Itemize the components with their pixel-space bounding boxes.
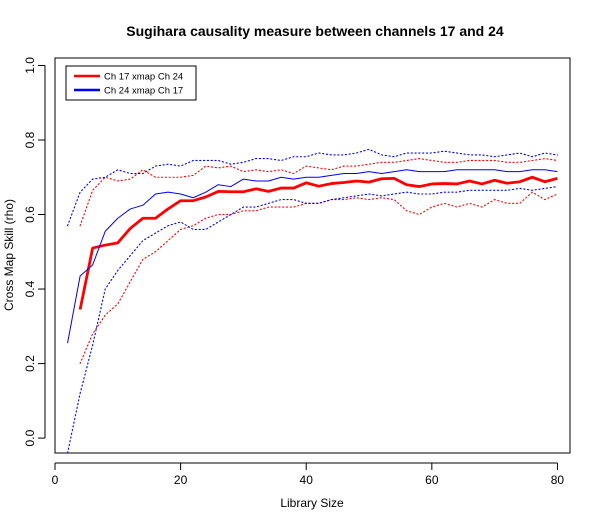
legend: Ch 17 xmap Ch 24 Ch 24 xmap Ch 17 <box>65 65 197 101</box>
y-tick-label: 0.0 <box>23 429 37 446</box>
y-tick-label: 0.8 <box>23 131 37 148</box>
x-axis-label: Library Size <box>280 496 344 510</box>
series-ch24 <box>67 148 558 453</box>
x-tick-label: 0 <box>52 473 59 487</box>
legend-label-ch24: Ch 24 xmap Ch 17 <box>104 86 183 97</box>
series-layer <box>67 148 558 453</box>
series-ch17 <box>78 158 558 365</box>
series-ch24-mean-line <box>67 169 558 344</box>
series-ch17-mean-line <box>78 175 558 310</box>
y-axis: 0.0 0.2 0.4 0.6 0.8 1.0 <box>23 57 46 446</box>
legend-box <box>65 65 197 101</box>
y-tick-label: 0.4 <box>23 280 37 297</box>
legend-label-ch17: Ch 17 xmap Ch 24 <box>104 72 183 83</box>
y-tick-label: 0.2 <box>23 355 37 372</box>
x-tick-label: 80 <box>551 473 565 487</box>
series-ch17-lower-bound <box>79 191 558 365</box>
series-ch24-upper-bound <box>67 148 558 227</box>
plot-frame <box>54 57 571 454</box>
x-tick-label: 60 <box>425 473 439 487</box>
x-tick-label: 20 <box>174 473 188 487</box>
series-ch17-upper-bound <box>79 158 558 227</box>
y-tick-label: 1.0 <box>23 57 37 74</box>
y-tick-label: 0.6 <box>23 206 37 223</box>
x-axis: 0 20 40 60 80 <box>52 462 565 487</box>
series-ch24-lower-bound <box>67 186 558 453</box>
y-axis-label: Cross Map Skill (rho) <box>2 199 16 311</box>
x-tick-label: 40 <box>300 473 314 487</box>
chart-title: Sugihara causality measure between chann… <box>126 23 504 39</box>
